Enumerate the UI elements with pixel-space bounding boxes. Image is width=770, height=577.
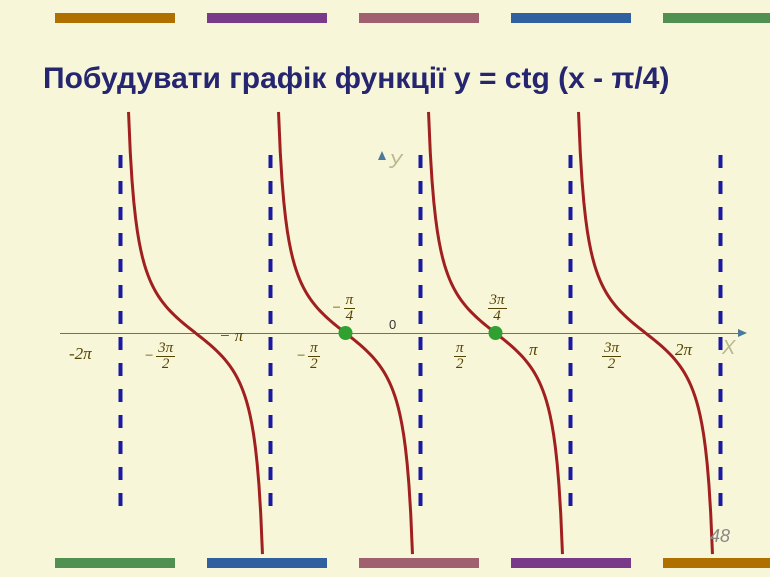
decor-bar-segment — [359, 13, 479, 23]
tick-label-m3pi2: −3π2 — [144, 341, 175, 372]
plot-svg — [60, 155, 740, 515]
tick-label-3pi4: 3π4 — [486, 293, 507, 324]
tick-label-mpi2: −π2 — [296, 341, 320, 372]
decor-bar-segment — [511, 13, 631, 23]
tick-label-pi2: π2 — [452, 341, 466, 372]
highlight-dot — [489, 326, 503, 340]
tick-label-2pi: 2π — [675, 341, 692, 358]
cotangent-curve — [579, 112, 713, 554]
slide-title: Побудувати графік функції y = ctg (x - π… — [43, 62, 669, 96]
decor-bar-segment — [663, 13, 770, 23]
decor-bar-segment — [511, 558, 631, 568]
page-number: 48 — [710, 526, 730, 547]
decor-bar-segment — [207, 558, 327, 568]
tick-label-mpi4: −π4 — [332, 293, 356, 324]
tick-label-mpi: − π — [219, 327, 243, 344]
tick-label-pi: π — [529, 341, 538, 358]
decor-bar-bottom — [55, 558, 770, 568]
decor-bar-segment — [359, 558, 479, 568]
decor-bar-segment — [207, 13, 327, 23]
decor-bar-segment — [55, 13, 175, 23]
tick-label-m2pi: -2π — [69, 345, 92, 362]
highlight-dot — [339, 326, 353, 340]
decor-bar-segment — [55, 558, 175, 568]
function-plot: X У 0 -2π−3π2− π−π2−π4π23π4π3π22π — [60, 155, 740, 515]
decor-bar-top — [55, 13, 770, 23]
tick-label-3pi2: 3π2 — [600, 341, 621, 372]
origin-label: 0 — [389, 317, 396, 332]
decor-bar-segment — [663, 558, 770, 568]
